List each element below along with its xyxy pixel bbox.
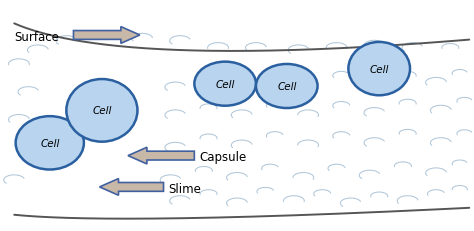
FancyArrow shape [128,148,194,164]
Text: Surface: Surface [14,31,59,44]
FancyArrow shape [73,27,140,44]
Text: Cell: Cell [216,79,235,89]
FancyArrow shape [100,179,164,195]
Ellipse shape [348,43,410,96]
Text: Cell: Cell [277,82,296,92]
Text: Slime: Slime [168,182,201,195]
Text: Cell: Cell [92,106,111,116]
Text: Capsule: Capsule [199,151,246,164]
Text: Cell: Cell [370,64,389,74]
Ellipse shape [256,65,318,109]
Ellipse shape [194,62,256,106]
Text: Cell: Cell [40,138,59,148]
Ellipse shape [16,117,84,170]
Ellipse shape [66,80,137,142]
